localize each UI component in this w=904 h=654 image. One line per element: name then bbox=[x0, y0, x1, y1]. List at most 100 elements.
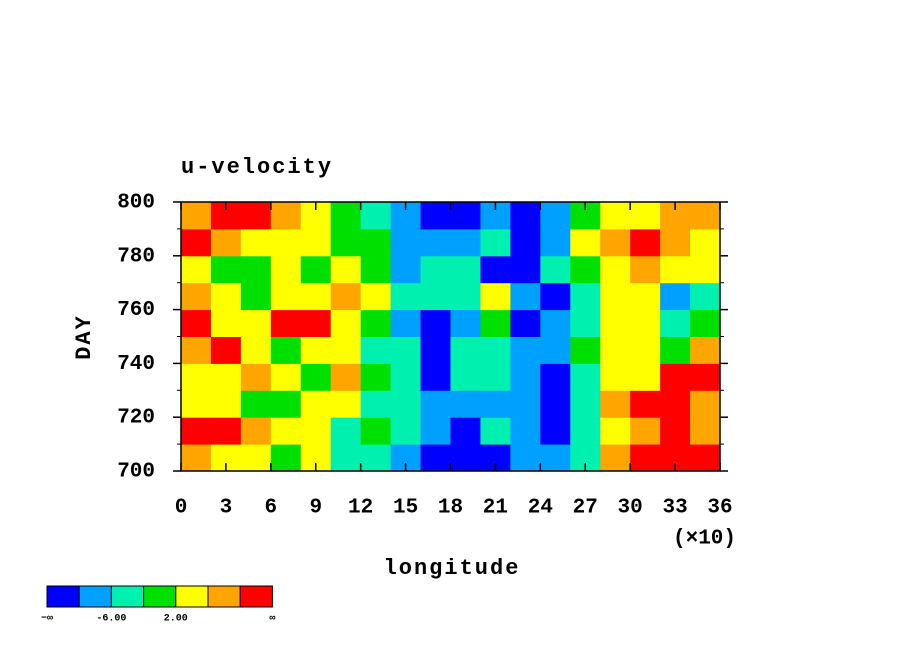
contour-cell bbox=[300, 363, 332, 391]
contour-cell bbox=[420, 255, 451, 284]
x-tick-label: 27 bbox=[573, 497, 598, 520]
contour-cell bbox=[480, 282, 511, 311]
y-tick-label: 800 bbox=[117, 192, 155, 215]
contour-cell bbox=[450, 336, 481, 364]
chart-title: u-velocity bbox=[181, 155, 333, 180]
contour-cell bbox=[600, 390, 631, 418]
contour-cell bbox=[360, 202, 392, 230]
contour-cell bbox=[210, 336, 242, 364]
contour-cell bbox=[360, 336, 392, 364]
contour-cell bbox=[420, 363, 451, 391]
contour-cell bbox=[480, 336, 511, 364]
contour-cell bbox=[630, 309, 661, 337]
contour-cell bbox=[181, 202, 212, 230]
contour-cell bbox=[390, 282, 422, 311]
contour-cell bbox=[630, 282, 661, 311]
contour-cell bbox=[390, 336, 422, 364]
contour-cell bbox=[600, 363, 631, 391]
colorbar-swatch bbox=[207, 585, 241, 608]
contour-cell bbox=[450, 417, 481, 445]
contour-cell bbox=[570, 363, 601, 391]
y-tick-label: 700 bbox=[117, 461, 155, 484]
contour-cell bbox=[300, 417, 332, 445]
contour-cell bbox=[420, 309, 451, 337]
contour-cell bbox=[210, 228, 242, 257]
contour-cell bbox=[540, 390, 571, 418]
contour-cell bbox=[240, 336, 272, 364]
contour-cell bbox=[181, 282, 212, 311]
contour-cell bbox=[300, 282, 332, 311]
contour-cell bbox=[330, 228, 362, 257]
contour-cell bbox=[181, 336, 212, 364]
contour-cell bbox=[630, 202, 661, 230]
contour-cell bbox=[600, 228, 631, 257]
contour-cell bbox=[270, 336, 302, 364]
contour-cell bbox=[510, 444, 541, 472]
contour-cell bbox=[450, 309, 481, 337]
colorbar-swatch bbox=[78, 585, 112, 608]
contour-cell bbox=[510, 202, 541, 230]
y-axis-label: DAY bbox=[72, 314, 97, 360]
x-tick-label: 0 bbox=[175, 497, 188, 520]
contour-cell bbox=[240, 363, 272, 391]
contour-cell bbox=[540, 255, 571, 284]
contour-cell bbox=[540, 336, 571, 364]
contour-cell bbox=[450, 390, 481, 418]
contour-cell bbox=[570, 255, 601, 284]
contour-cell bbox=[570, 390, 601, 418]
contour-cell bbox=[330, 282, 362, 311]
x-tick-label: 6 bbox=[265, 497, 278, 520]
contour-cell bbox=[510, 417, 541, 445]
contour-cell bbox=[240, 228, 272, 257]
contour-cell bbox=[330, 363, 362, 391]
contour-cell bbox=[240, 282, 272, 311]
contour-cell bbox=[600, 282, 631, 311]
contour-cell bbox=[480, 417, 511, 445]
contour-cell bbox=[360, 417, 392, 445]
contour-cell bbox=[540, 444, 571, 472]
contour-cell bbox=[450, 444, 481, 472]
contour-cell bbox=[300, 390, 332, 418]
colorbar-label: 2.00 bbox=[164, 614, 188, 625]
contour-cell bbox=[570, 417, 601, 445]
contour-cell bbox=[390, 309, 422, 337]
y-tick-label: 780 bbox=[117, 245, 155, 268]
contour-cell bbox=[690, 255, 721, 284]
contour-cell bbox=[450, 228, 481, 257]
contour-cell bbox=[510, 336, 541, 364]
contour-cell bbox=[420, 336, 451, 364]
contour-cell bbox=[540, 417, 571, 445]
contour-cell bbox=[420, 202, 451, 230]
contour-cell bbox=[480, 309, 511, 337]
contour-cell bbox=[690, 309, 721, 337]
contour-cell bbox=[450, 255, 481, 284]
contour-cell bbox=[270, 417, 302, 445]
contour-cell bbox=[690, 444, 721, 472]
colorbar-swatch bbox=[46, 585, 80, 608]
contour-cell bbox=[480, 255, 511, 284]
colorbar-swatch bbox=[143, 585, 177, 608]
x-multiplier: (×10) bbox=[673, 528, 736, 551]
contour-cell bbox=[420, 390, 451, 418]
contour-cell bbox=[690, 363, 721, 391]
contour-cell bbox=[181, 228, 212, 257]
contour-cell bbox=[420, 417, 451, 445]
contour-cell bbox=[630, 417, 661, 445]
x-tick-label: 9 bbox=[309, 497, 322, 520]
contour-cell bbox=[660, 282, 691, 311]
contour-cell bbox=[660, 390, 691, 418]
contour-cell bbox=[510, 255, 541, 284]
contour-cell bbox=[210, 390, 242, 418]
x-tick-label: 12 bbox=[348, 497, 373, 520]
contour-cell bbox=[390, 417, 422, 445]
contour-cell bbox=[630, 363, 661, 391]
x-tick-label: 36 bbox=[707, 497, 732, 520]
contour-cell bbox=[181, 444, 212, 472]
contour-cell bbox=[330, 255, 362, 284]
contour-cell bbox=[210, 417, 242, 445]
contour-cell bbox=[660, 255, 691, 284]
contour-cell bbox=[330, 202, 362, 230]
contour-cell bbox=[390, 390, 422, 418]
contour-cell bbox=[210, 255, 242, 284]
